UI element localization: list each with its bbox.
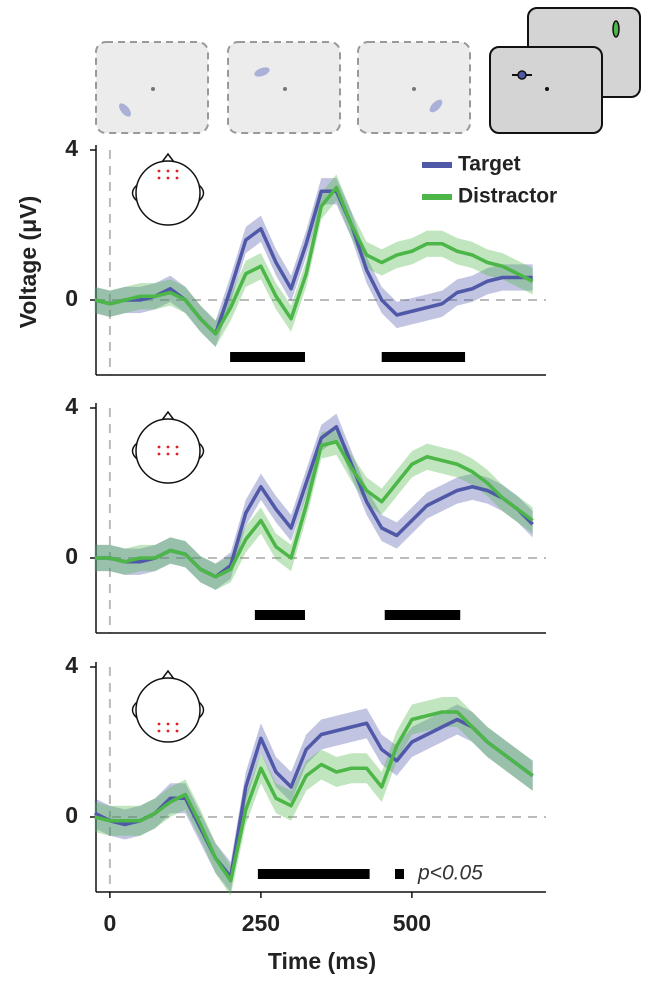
electrode: [166, 445, 170, 449]
y-tick-label: 0: [65, 543, 78, 569]
electrode: [175, 722, 179, 726]
head-icon: [131, 152, 205, 226]
electrode: [157, 722, 161, 726]
significance-label: p<0.05: [417, 862, 483, 885]
series-line: [94, 717, 534, 879]
electrode: [166, 176, 170, 180]
stimulus-frames: [95, 7, 641, 134]
significance-bar: [254, 610, 305, 620]
y-tick-label: 4: [65, 135, 78, 161]
electrode: [157, 169, 161, 173]
head-nose: [161, 152, 175, 163]
series-line: [94, 440, 534, 579]
head-nose: [161, 410, 175, 421]
electrode: [175, 452, 179, 456]
series-line: [94, 710, 534, 883]
y-axis-label: Voltage (μV): [15, 196, 41, 329]
y-tick-label: 4: [65, 393, 78, 419]
error-band: [94, 178, 533, 347]
x-axis-label: Time (ms): [268, 948, 376, 974]
significance-bar: [384, 610, 461, 620]
legend-label: Target: [458, 153, 521, 176]
x-tick-label: 0: [103, 910, 116, 936]
y-tick-label: 4: [65, 652, 78, 678]
legend-label: Distractor: [458, 185, 557, 208]
series-line: [94, 189, 533, 336]
head-icon: [131, 410, 205, 484]
electrode: [166, 452, 170, 456]
significance-bar: [257, 869, 370, 879]
significance-key: [395, 869, 404, 879]
error-band: [94, 704, 533, 892]
error-band: [94, 428, 533, 590]
head-icon: [131, 669, 205, 743]
electrode: [157, 452, 161, 456]
error-band: [94, 697, 533, 896]
electrode: [166, 722, 170, 726]
y-tick-label: 0: [65, 802, 78, 828]
electrode: [157, 176, 161, 180]
electrode: [166, 729, 170, 733]
electrode: [157, 445, 161, 449]
head: [135, 418, 201, 484]
x-tick-label: 500: [393, 910, 431, 936]
error-band: [94, 413, 533, 590]
head-nose: [161, 669, 175, 680]
electrode: [175, 445, 179, 449]
electrode: [175, 176, 179, 180]
x-tick-label: 250: [242, 910, 280, 936]
head: [135, 677, 201, 743]
significance-bar: [230, 352, 305, 362]
electrode: [166, 169, 170, 173]
significance-bar: [381, 352, 466, 362]
y-tick-label: 0: [65, 285, 78, 311]
head: [135, 160, 201, 226]
electrode: [175, 729, 179, 733]
series-line: [94, 185, 534, 336]
electrode: [157, 729, 161, 733]
electrode: [175, 169, 179, 173]
